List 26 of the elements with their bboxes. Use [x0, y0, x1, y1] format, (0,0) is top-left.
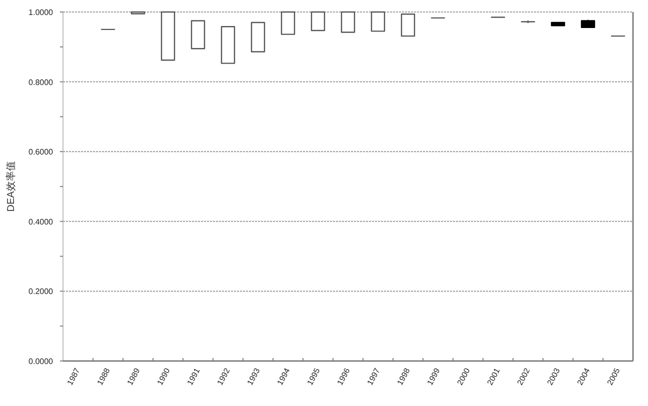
x-tick-label: 1995 [305, 366, 322, 387]
x-tick-label: 1994 [275, 366, 292, 387]
y-tick-label: 0.0000 [28, 357, 54, 366]
x-tick-label: 1991 [185, 366, 202, 387]
y-tick-label: 0.4000 [28, 217, 54, 226]
x-tick-label: 2003 [545, 366, 562, 387]
x-tick-label: 2000 [455, 366, 472, 387]
x-tick-label: 1996 [335, 366, 352, 387]
x-tick-label: 2005 [605, 366, 622, 387]
y-tick-label: 0.6000 [28, 148, 54, 157]
y-tick-label: 1.0000 [28, 8, 54, 17]
x-tick-label: 1993 [245, 366, 262, 387]
x-tick-label: 1999 [425, 366, 442, 387]
x-tick-label: 1990 [155, 366, 172, 387]
y-tick-label: 0.8000 [28, 78, 54, 87]
y-tick-label: 0.2000 [28, 287, 54, 296]
x-tick-label: 1992 [215, 366, 232, 387]
x-tick-label: 1997 [365, 366, 382, 387]
x-tick-label: 1988 [95, 366, 112, 387]
x-tick-label: 1998 [395, 366, 412, 387]
x-tick-label: 2001 [485, 366, 502, 387]
y-axis-title: DEA效率值 [5, 161, 17, 212]
x-tick-label: 1987 [65, 366, 82, 387]
x-tick-label: 1989 [125, 366, 142, 387]
x-tick-label: 2002 [515, 366, 532, 387]
x-tick-label: 2004 [575, 366, 592, 387]
